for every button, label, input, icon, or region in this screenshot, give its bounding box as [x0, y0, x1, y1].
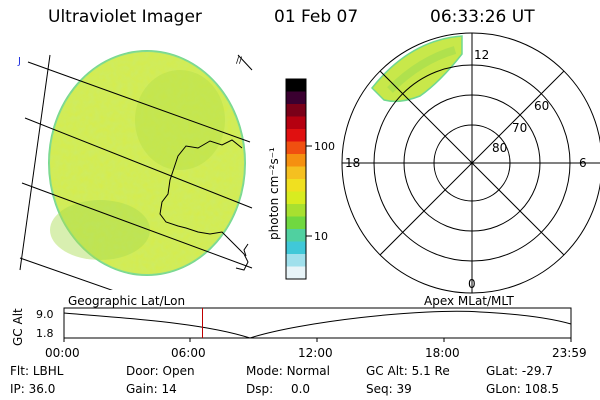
colorbar-segment [286, 129, 306, 142]
apex-mlat-mlt-caption: Apex MLat/MLT [424, 294, 514, 308]
colorbar-segment [286, 204, 306, 217]
ip-value: IP: 36.0 [10, 382, 56, 396]
colorbar-segment [286, 154, 306, 167]
colorbar-segment [286, 254, 306, 267]
marker-j: J [17, 56, 21, 67]
geo-lat-lon-caption: Geographic Lat/Lon [68, 294, 186, 308]
lat-lon-grid [19, 54, 253, 290]
colorbar-tick-100: 100 [314, 140, 335, 153]
colorbar-segment [286, 179, 306, 192]
color-bar-gradient [286, 79, 306, 280]
lat-label-80: 80 [492, 141, 507, 155]
sequence-number: Seq: 39 [366, 382, 412, 396]
time-label: 06:33:26 UT [430, 7, 535, 27]
door-status: Door: Open [126, 364, 195, 378]
geo-latitude: GLat: -29.7 [486, 364, 553, 378]
mode-status: Mode: Normal [246, 364, 330, 378]
y-tick-1-8: 1.8 [36, 327, 54, 340]
gc-alt-axis-label: GC Alt [11, 308, 25, 346]
mlt-label-0: 0 [468, 277, 476, 291]
x-tick-0000: 00:00 [45, 346, 80, 360]
gc-altitude: GC Alt: 5.1 Re [366, 364, 450, 378]
colorbar-unit-label: photon cm⁻²s⁻¹ [267, 147, 281, 240]
colorbar-segment [286, 229, 306, 242]
altitude-curve [63, 310, 572, 339]
colorbar-segment [286, 216, 306, 230]
colorbar-tick-10: 10 [314, 230, 328, 243]
date-label: 01 Feb 07 [274, 7, 359, 27]
mlt-label-18: 18 [345, 156, 360, 170]
colorbar-segment [286, 266, 306, 280]
gain-value: Gain: 14 [126, 382, 177, 396]
colorbar-segment [286, 191, 306, 205]
colorbar-segment [286, 91, 306, 105]
lat-label-70: 70 [512, 121, 527, 135]
colorbar-segment [286, 241, 306, 255]
y-tick-9: 9.0 [36, 308, 54, 321]
colorbar-segment [286, 116, 306, 130]
colorbar-segment [286, 79, 306, 92]
coastline [159, 139, 249, 271]
x-tick-0600: 06:00 [171, 346, 206, 360]
filter-label: Flt: LBHL [10, 364, 64, 378]
mlt-label-12: 12 [474, 48, 489, 62]
svg-text://: // [236, 56, 243, 66]
x-tick-1200: 12:00 [298, 346, 333, 360]
mlt-label-6: 6 [579, 156, 587, 170]
x-tick-2359: 23:59 [552, 346, 587, 360]
colorbar-segment [286, 166, 306, 180]
lat-label-60: 60 [534, 99, 549, 113]
geo-longitude: GLon: 108.5 [486, 382, 559, 396]
dsp-value: Dsp: 0.0 [246, 382, 311, 396]
colorbar-segment [286, 104, 306, 117]
instrument-title: Ultraviolet Imager [48, 7, 202, 27]
colorbar-segment [286, 141, 306, 155]
x-tick-1800: 18:00 [425, 346, 460, 360]
